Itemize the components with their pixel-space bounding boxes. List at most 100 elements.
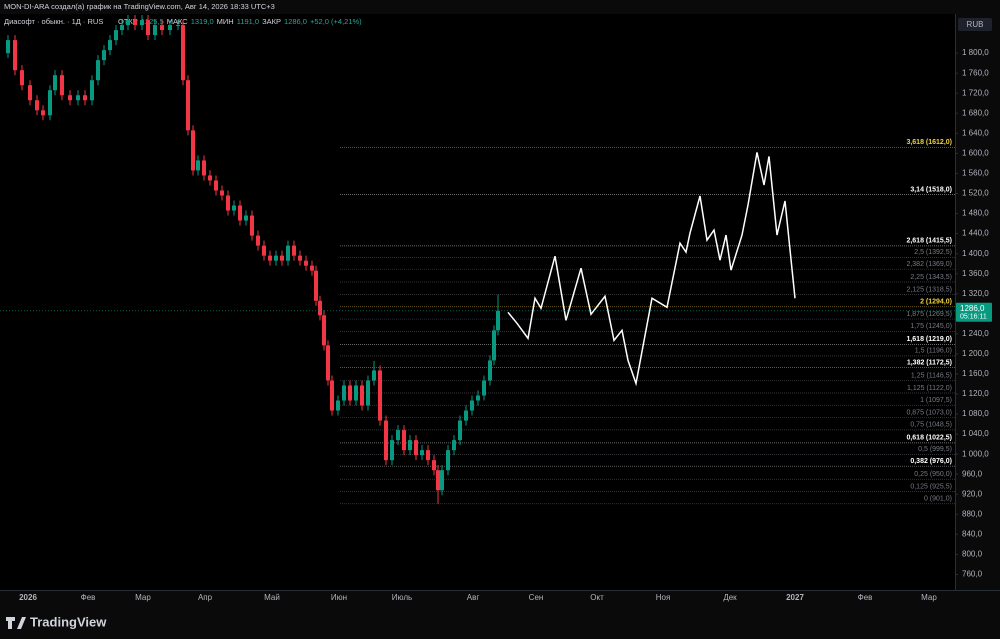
ohlc-label: 1191,0 [237,17,259,26]
fib-label: 0,618 (1022,5) [906,435,952,442]
candle-body [168,25,172,31]
y-tick-label: 920,0 [962,489,983,498]
candle-body [304,260,308,266]
candle-body [274,255,278,261]
candle-body [120,25,124,31]
fib-label: 1,5 (1196,0) [915,348,952,355]
candle-body [378,370,382,421]
y-tick-label: 800,0 [962,550,983,559]
fib-label: 0,25 (950,0) [914,471,952,478]
fib-label: 2 (1294,0) [920,299,952,306]
candle-body [76,95,80,101]
candle-body [153,25,157,36]
candle-body [196,160,200,171]
y-tick-label: 1 240,0 [962,329,989,338]
y-tick-label: 1 560,0 [962,169,989,178]
candle-body [220,190,224,196]
candle-body [41,110,45,116]
candle-body [53,75,57,91]
candle-body [446,450,450,471]
y-tick-label: 1 760,0 [962,68,989,77]
ohlc-label: 1319,0 [191,17,214,26]
header: MON-DI-ARA создал(а) график на TradingVi… [4,2,275,11]
y-tick-label: 1 440,0 [962,229,989,238]
countdown: 05:16:11 [960,314,987,321]
candle-body [366,380,370,406]
candle-body [360,385,364,406]
y-tick-label: 1 600,0 [962,148,989,157]
fib-label: 1,382 (1172,5) [907,360,952,367]
candle-body [286,245,290,261]
candle-body [426,450,430,461]
x-tick-label: Окт [590,593,604,602]
candle-body [256,235,260,246]
fib-label: 2,125 (1318,5) [906,286,952,293]
candle-body [464,410,468,421]
last-price-tag [956,302,992,322]
candle-body [140,20,144,26]
y-tick-label: 960,0 [962,469,983,478]
logo: TradingView [6,614,107,629]
candle-body [458,420,462,441]
brand: TradingView [30,614,107,629]
candle-body [60,75,64,96]
x-tick-label: 2026 [19,593,37,602]
y-tick-label: 1 040,0 [962,429,989,438]
candle-body [96,60,100,81]
fib-label: 1,25 (1146,5) [911,373,952,380]
candle-body [268,255,272,261]
candle-body [160,25,164,31]
candle-body [476,395,480,401]
candle-body [470,400,474,411]
last-price-label: 1286,0 [960,304,985,313]
x-tick-label: Ноя [656,593,671,602]
fib-label: 3,618 (1612,0) [906,139,952,146]
fib-label: 0,125 (925,5) [910,483,952,490]
candle-body [280,255,284,261]
y-tick-label: 1 520,0 [962,189,989,198]
fib-label: 0 (901,0) [924,496,952,503]
fib-label: 2,382 (1369,0) [906,261,952,268]
candle-body [322,315,326,346]
candle-body [348,385,352,401]
fib-label: 1,875 (1269,5) [906,311,952,318]
candle-body [496,310,500,331]
x-tick-label: Дек [723,593,737,602]
candle-body [6,40,10,54]
x-tick-label: Сен [529,593,544,602]
candle-body [133,20,137,26]
projection-line [507,152,796,387]
y-tick-label: 1 320,0 [962,289,989,298]
candle-body [372,370,376,381]
candle-body [214,180,218,191]
candle-body [420,450,424,456]
currency-button[interactable] [958,18,992,31]
candle-body [114,30,118,41]
candle-body [384,420,388,461]
ohlc-label: МИН [217,17,234,26]
candle-body [191,130,195,171]
y-tick-label: 1 680,0 [962,108,989,117]
candle-body [314,270,318,301]
candle-body [126,20,130,26]
fib-label: 2,25 (1343,5) [910,274,952,281]
fib-label: 0,382 (976,0) [910,458,952,465]
y-tick-label: 1 160,0 [962,369,989,378]
candle-body [330,380,334,411]
ohlc-label: 1286,0 [284,17,307,26]
currency[interactable]: RUB [967,20,984,29]
candle-body [244,215,248,221]
candle-body [342,385,346,401]
fib-label: 0,5 (999,5) [918,446,952,453]
candle-body [208,175,212,181]
y-tick-label: 760,0 [962,570,983,579]
candle-body [402,430,406,451]
fib-label: 0,875 (1073,0) [906,409,952,416]
candle-body [298,255,302,261]
y-tick-label: 1 720,0 [962,88,989,97]
candle-body [202,160,206,176]
candle-body [13,40,17,71]
candle-body [181,25,185,81]
candle-body [396,430,400,441]
